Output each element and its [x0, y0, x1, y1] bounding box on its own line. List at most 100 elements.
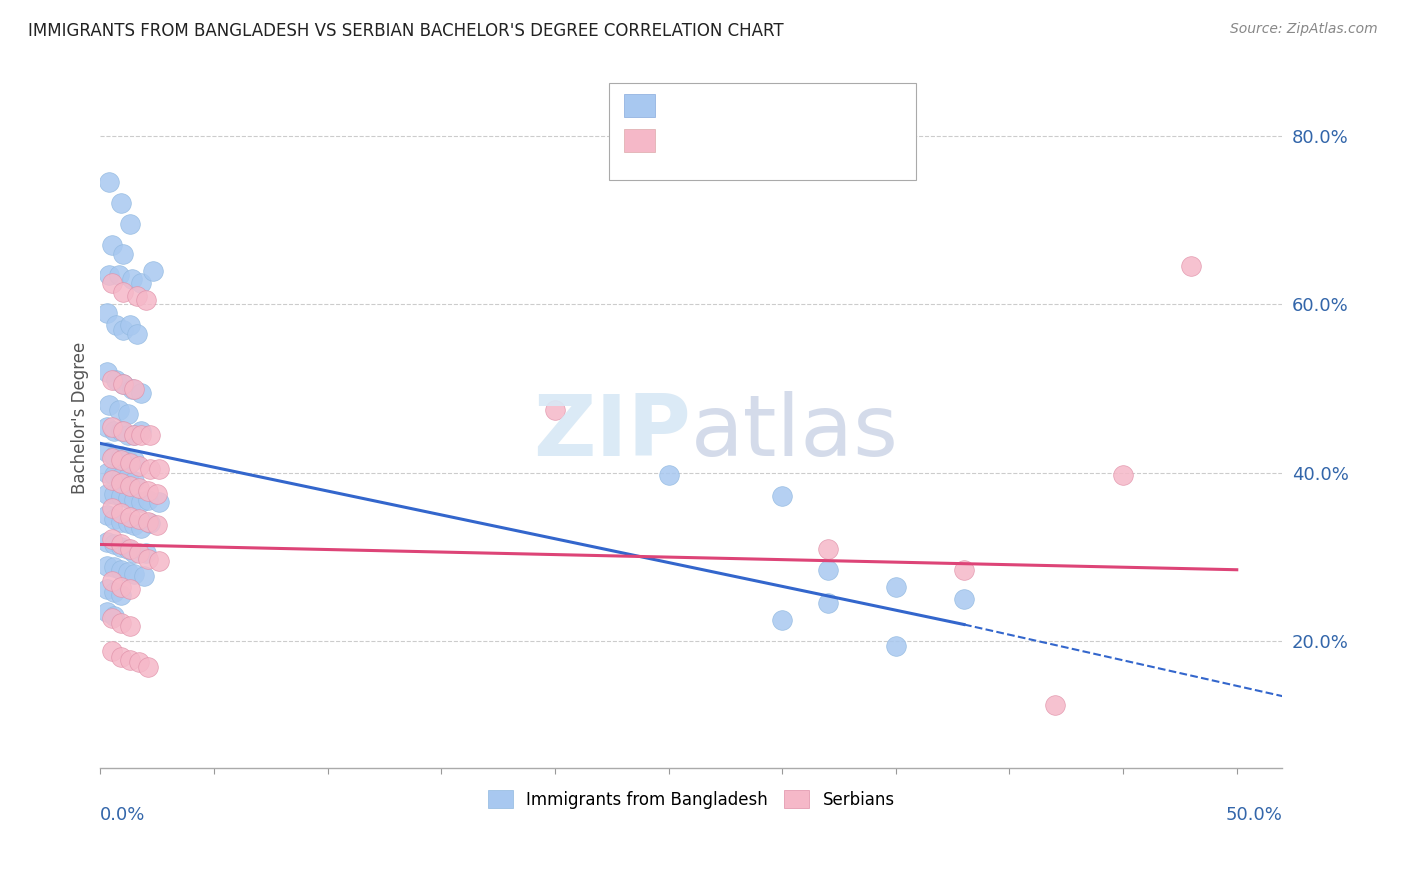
Point [107, 402, 129, 417]
Point [110, 424, 132, 438]
Text: ZIP: ZIP [533, 391, 692, 474]
Y-axis label: Bachelor's Degree: Bachelor's Degree [72, 342, 89, 494]
Text: atlas: atlas [692, 391, 900, 474]
Text: Source: ZipAtlas.com: Source: ZipAtlas.com [1230, 22, 1378, 37]
Point [1043, 698, 1066, 712]
Point [96, 582, 118, 596]
Point [117, 566, 139, 580]
Point [884, 580, 907, 594]
Point [124, 518, 146, 533]
Point [148, 495, 170, 509]
Point [118, 318, 141, 333]
Text: 50.0%: 50.0% [1226, 806, 1282, 824]
Point [658, 467, 681, 482]
Point [128, 546, 150, 560]
Point [96, 487, 118, 501]
Point [129, 424, 152, 438]
Point [139, 461, 162, 475]
Point [136, 484, 159, 499]
Point [770, 613, 793, 627]
Point [100, 419, 122, 434]
Point [103, 512, 125, 526]
Point [128, 656, 150, 670]
Point [124, 428, 146, 442]
Point [118, 541, 141, 556]
Point [103, 487, 125, 501]
Point [96, 419, 118, 434]
Point [110, 540, 132, 554]
Point [117, 516, 139, 531]
Point [146, 487, 169, 501]
Point [121, 272, 143, 286]
Point [117, 428, 139, 442]
Point [100, 277, 122, 291]
Point [124, 428, 146, 442]
Point [953, 563, 976, 577]
Point [110, 475, 132, 490]
Point [110, 615, 132, 630]
Point [117, 407, 139, 421]
Point [110, 506, 132, 520]
Point [142, 263, 165, 277]
Point [125, 289, 148, 303]
Point [128, 459, 150, 474]
Point [129, 277, 152, 291]
Point [124, 546, 146, 560]
Point [117, 541, 139, 556]
Point [129, 428, 152, 442]
Point [96, 535, 118, 549]
Point [105, 318, 128, 333]
Point [100, 644, 122, 658]
Point [817, 563, 839, 577]
Point [148, 554, 170, 568]
Point [110, 515, 132, 529]
Point [100, 450, 122, 465]
FancyBboxPatch shape [624, 95, 655, 117]
Point [110, 649, 132, 664]
Point [124, 382, 146, 396]
Point [96, 445, 118, 459]
Point [770, 490, 793, 504]
Point [110, 490, 132, 504]
Point [110, 470, 132, 484]
Point [136, 659, 159, 673]
Point [118, 653, 141, 667]
Point [107, 268, 129, 282]
Point [1180, 260, 1202, 274]
FancyBboxPatch shape [609, 82, 915, 180]
Point [100, 473, 122, 487]
Text: R =  −0.301    N = 77: R = −0.301 N = 77 [662, 93, 858, 111]
Point [96, 306, 118, 320]
Point [105, 373, 128, 387]
Legend: Immigrants from Bangladesh, Serbians: Immigrants from Bangladesh, Serbians [481, 784, 901, 815]
Point [100, 574, 122, 588]
Point [110, 588, 132, 602]
Point [103, 585, 125, 599]
Point [110, 453, 132, 467]
Point [100, 501, 122, 516]
Point [100, 611, 122, 625]
Point [132, 568, 155, 582]
Point [96, 466, 118, 480]
Point [139, 516, 162, 531]
Point [103, 537, 125, 551]
Point [124, 475, 146, 489]
Point [544, 402, 567, 417]
Point [136, 492, 159, 507]
Point [148, 461, 170, 475]
Point [103, 449, 125, 463]
Point [98, 175, 121, 189]
Point [817, 541, 839, 556]
Point [96, 365, 118, 379]
Point [117, 453, 139, 467]
Point [1112, 467, 1135, 482]
Point [128, 481, 150, 495]
Point [128, 512, 150, 526]
Point [103, 609, 125, 624]
Point [118, 218, 141, 232]
Point [110, 449, 132, 463]
Text: 0.0%: 0.0% [100, 806, 146, 824]
Point [96, 508, 118, 522]
Text: IMMIGRANTS FROM BANGLADESH VS SERBIAN BACHELOR'S DEGREE CORRELATION CHART: IMMIGRANTS FROM BANGLADESH VS SERBIAN BA… [28, 22, 783, 40]
Point [112, 323, 135, 337]
